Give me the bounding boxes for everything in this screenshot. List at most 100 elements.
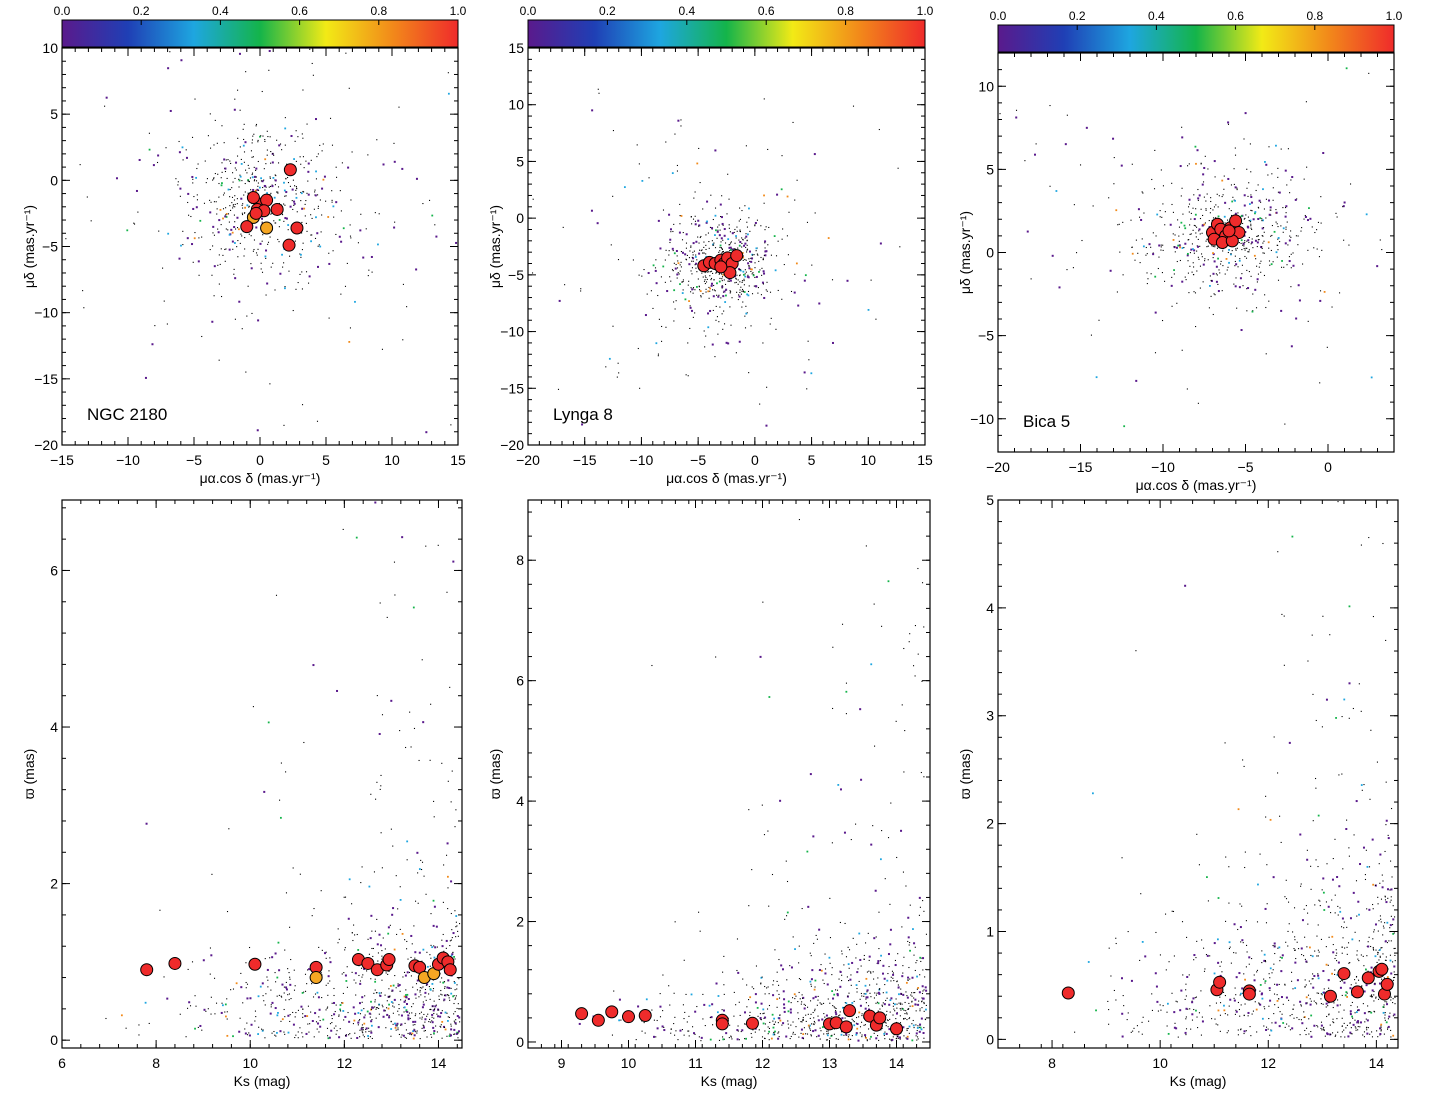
- field-star: [1263, 240, 1265, 242]
- field-star: [453, 1028, 456, 1031]
- field-star: [892, 1036, 894, 1038]
- field-star: [721, 273, 723, 275]
- field-star: [768, 993, 770, 995]
- field-star: [718, 251, 720, 253]
- field-star: [413, 1028, 415, 1030]
- field-star: [222, 208, 225, 210]
- field-star: [644, 1032, 646, 1034]
- field-star: [1195, 236, 1197, 238]
- field-star: [1347, 1035, 1350, 1038]
- field-star: [739, 207, 741, 209]
- field-star: [1211, 245, 1213, 247]
- field-star: [1139, 262, 1141, 264]
- field-star: [1231, 214, 1233, 217]
- field-star: [453, 1013, 455, 1015]
- field-star: [722, 295, 725, 298]
- field-star: [754, 1001, 757, 1004]
- field-star: [90, 220, 92, 222]
- field-star: [741, 237, 743, 239]
- field-star: [1213, 293, 1215, 295]
- field-star: [420, 994, 422, 996]
- field-star: [201, 335, 203, 338]
- field-star: [224, 215, 227, 218]
- field-star: [743, 244, 746, 247]
- field-star: [1281, 266, 1283, 268]
- field-star: [675, 1030, 677, 1032]
- field-star: [1172, 211, 1174, 213]
- field-star: [920, 1028, 923, 1031]
- field-star: [453, 982, 456, 984]
- field-star: [1243, 1032, 1245, 1035]
- field-star: [201, 236, 203, 238]
- field-star: [234, 203, 236, 206]
- field-star: [860, 965, 862, 967]
- field-star: [1307, 249, 1309, 251]
- field-star: [339, 1010, 342, 1012]
- field-star: [363, 1022, 366, 1025]
- field-star: [1146, 253, 1148, 255]
- field-star: [613, 990, 615, 992]
- field-star: [923, 626, 925, 628]
- field-star: [923, 1027, 925, 1029]
- field-star: [317, 207, 319, 209]
- field-star: [241, 180, 243, 182]
- field-star: [730, 324, 732, 326]
- field-star: [752, 1029, 754, 1031]
- field-star: [744, 1023, 746, 1025]
- field-star: [306, 192, 308, 194]
- field-star: [259, 242, 262, 245]
- field-star: [337, 928, 339, 930]
- field-star: [246, 315, 248, 317]
- field-star: [1147, 278, 1149, 280]
- field-star: [430, 913, 432, 915]
- field-star: [728, 1037, 730, 1039]
- field-star: [851, 961, 854, 964]
- field-star: [1284, 206, 1287, 209]
- field-star: [821, 1003, 823, 1005]
- field-star: [729, 279, 732, 282]
- field-star: [228, 221, 230, 223]
- field-star: [1239, 994, 1241, 996]
- field-star: [911, 992, 913, 994]
- field-star: [698, 252, 701, 255]
- x-tick-label: 13: [822, 1055, 838, 1071]
- y-tick-label: 0: [50, 1032, 58, 1048]
- field-star: [335, 166, 337, 168]
- field-star: [359, 1013, 362, 1015]
- field-star: [1317, 924, 1319, 926]
- field-star: [659, 1005, 662, 1008]
- field-star: [817, 1019, 820, 1022]
- field-star: [739, 218, 742, 220]
- field-star: [425, 545, 427, 547]
- field-star: [736, 274, 738, 276]
- field-star: [283, 424, 285, 426]
- field-star: [719, 306, 721, 308]
- field-star: [635, 1039, 637, 1041]
- field-star: [205, 1010, 207, 1012]
- field-star: [1200, 208, 1202, 210]
- field-star: [1311, 955, 1314, 958]
- field-star: [721, 285, 723, 287]
- field-star: [906, 1019, 908, 1021]
- field-star: [1130, 1031, 1132, 1033]
- field-star: [764, 229, 766, 231]
- field-star: [244, 191, 246, 193]
- member-star: [730, 249, 744, 263]
- field-star: [778, 984, 780, 986]
- field-star: [250, 150, 253, 152]
- field-star: [837, 784, 840, 786]
- field-star: [229, 205, 231, 207]
- field-star: [687, 342, 689, 344]
- field-star: [1384, 1001, 1386, 1003]
- field-star: [1192, 248, 1194, 251]
- field-star: [760, 982, 762, 984]
- field-star: [825, 1014, 828, 1017]
- field-star: [713, 289, 715, 291]
- field-star: [900, 988, 902, 990]
- field-star: [288, 270, 290, 272]
- field-star: [841, 974, 843, 976]
- field-star: [796, 179, 798, 181]
- field-star: [1233, 999, 1236, 1002]
- field-star: [239, 175, 242, 178]
